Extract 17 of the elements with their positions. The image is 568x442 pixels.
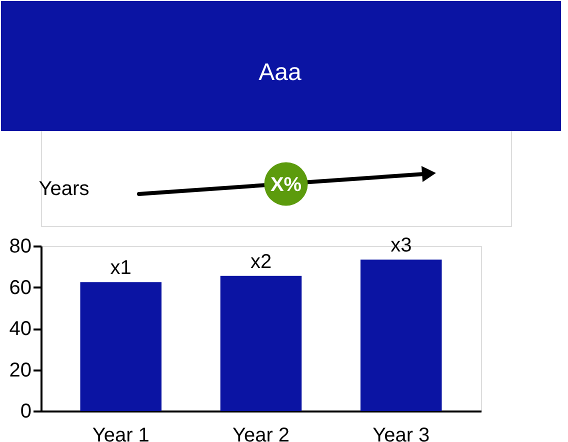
bar [360, 260, 442, 411]
y-tick-label: 0 [20, 400, 32, 422]
y-tick-label: 40 [9, 318, 32, 340]
text: X% [270, 174, 302, 196]
y-tick-label: 80 [9, 236, 32, 258]
chart-title: Aaa [258, 59, 302, 86]
data-label: x2 [250, 250, 272, 273]
x-tick-label: Year 3 [372, 424, 430, 442]
bar [220, 276, 302, 411]
y-tick-label: 20 [9, 359, 32, 382]
x-tick-label: Year 1 [92, 424, 150, 442]
text: Years [38, 178, 90, 200]
data-label: x1 [110, 257, 132, 280]
y-tick-label: 60 [9, 276, 32, 299]
x-tick-label: Year 2 [232, 424, 290, 442]
bar [80, 282, 162, 411]
data-label: x3 [390, 234, 412, 257]
